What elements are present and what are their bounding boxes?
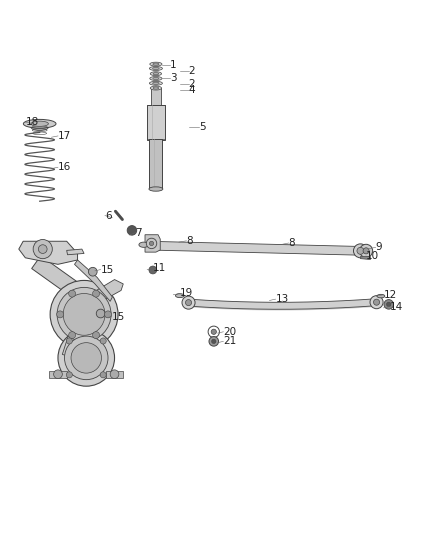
Text: 14: 14	[390, 302, 403, 312]
Circle shape	[360, 244, 373, 257]
Text: 19: 19	[180, 288, 193, 298]
Bar	[149, 140, 162, 188]
Ellipse shape	[153, 63, 159, 65]
Circle shape	[353, 244, 367, 258]
Polygon shape	[19, 241, 78, 264]
Ellipse shape	[139, 242, 148, 247]
Circle shape	[384, 300, 393, 309]
Circle shape	[71, 343, 102, 373]
Text: 18: 18	[25, 117, 39, 127]
Circle shape	[212, 339, 216, 344]
Text: 9: 9	[376, 243, 382, 252]
Circle shape	[64, 336, 108, 379]
Circle shape	[185, 300, 191, 305]
Text: 8: 8	[186, 236, 193, 246]
Ellipse shape	[31, 121, 48, 126]
Polygon shape	[93, 279, 123, 301]
Ellipse shape	[149, 187, 163, 191]
Polygon shape	[67, 249, 84, 255]
Text: 17: 17	[58, 131, 71, 141]
Circle shape	[57, 287, 111, 341]
Circle shape	[370, 296, 383, 309]
Circle shape	[39, 245, 47, 254]
Circle shape	[149, 241, 154, 246]
Circle shape	[53, 370, 62, 378]
Circle shape	[110, 370, 119, 378]
Circle shape	[363, 248, 369, 254]
Text: 2: 2	[188, 79, 195, 88]
Circle shape	[100, 372, 106, 378]
Circle shape	[146, 238, 157, 249]
Circle shape	[50, 280, 118, 349]
Text: 13: 13	[276, 294, 289, 304]
Ellipse shape	[150, 62, 162, 66]
Ellipse shape	[150, 72, 162, 76]
Bar	[147, 104, 165, 140]
Text: 1: 1	[170, 60, 177, 70]
Text: 11: 11	[153, 263, 166, 273]
Ellipse shape	[23, 119, 56, 128]
Polygon shape	[106, 371, 123, 378]
Circle shape	[63, 294, 105, 335]
Ellipse shape	[153, 72, 159, 75]
Circle shape	[57, 311, 64, 318]
Ellipse shape	[152, 82, 159, 84]
Circle shape	[127, 225, 137, 235]
Circle shape	[66, 338, 72, 344]
Polygon shape	[74, 260, 113, 301]
Ellipse shape	[176, 294, 184, 297]
Text: 16: 16	[58, 162, 71, 172]
Circle shape	[387, 302, 391, 306]
Text: 3: 3	[170, 72, 177, 83]
Text: 7: 7	[135, 228, 142, 238]
Ellipse shape	[31, 124, 48, 131]
Circle shape	[149, 266, 157, 274]
Polygon shape	[360, 256, 371, 260]
Circle shape	[66, 372, 72, 378]
Text: 20: 20	[223, 327, 237, 337]
Circle shape	[182, 296, 195, 309]
Circle shape	[69, 332, 76, 338]
Text: 10: 10	[366, 251, 379, 261]
Text: 15: 15	[112, 312, 125, 321]
Circle shape	[105, 311, 112, 318]
Text: 15: 15	[101, 264, 114, 274]
Circle shape	[374, 299, 380, 305]
Circle shape	[58, 329, 115, 386]
Circle shape	[211, 329, 216, 334]
Polygon shape	[145, 235, 160, 252]
Text: 6: 6	[105, 211, 112, 221]
Polygon shape	[71, 323, 102, 347]
Ellipse shape	[149, 67, 162, 70]
Circle shape	[357, 247, 364, 254]
Text: 12: 12	[384, 290, 397, 300]
Text: 8: 8	[289, 238, 295, 248]
Text: 5: 5	[199, 122, 206, 132]
Circle shape	[88, 268, 97, 276]
Ellipse shape	[149, 82, 162, 85]
Circle shape	[96, 309, 105, 318]
Ellipse shape	[150, 77, 162, 80]
Circle shape	[209, 336, 219, 346]
Ellipse shape	[150, 86, 162, 90]
Ellipse shape	[153, 87, 159, 89]
Ellipse shape	[153, 77, 159, 79]
Circle shape	[92, 290, 99, 297]
Text: 4: 4	[188, 85, 195, 95]
Polygon shape	[147, 241, 360, 255]
Circle shape	[33, 239, 52, 259]
Polygon shape	[32, 256, 102, 312]
Polygon shape	[62, 325, 82, 360]
Circle shape	[92, 332, 99, 338]
Text: 2: 2	[188, 66, 195, 76]
Ellipse shape	[152, 67, 159, 70]
Bar	[151, 88, 161, 106]
Text: 21: 21	[223, 336, 237, 346]
Circle shape	[100, 338, 106, 344]
Circle shape	[69, 290, 76, 297]
Polygon shape	[49, 371, 67, 378]
Ellipse shape	[377, 294, 385, 298]
